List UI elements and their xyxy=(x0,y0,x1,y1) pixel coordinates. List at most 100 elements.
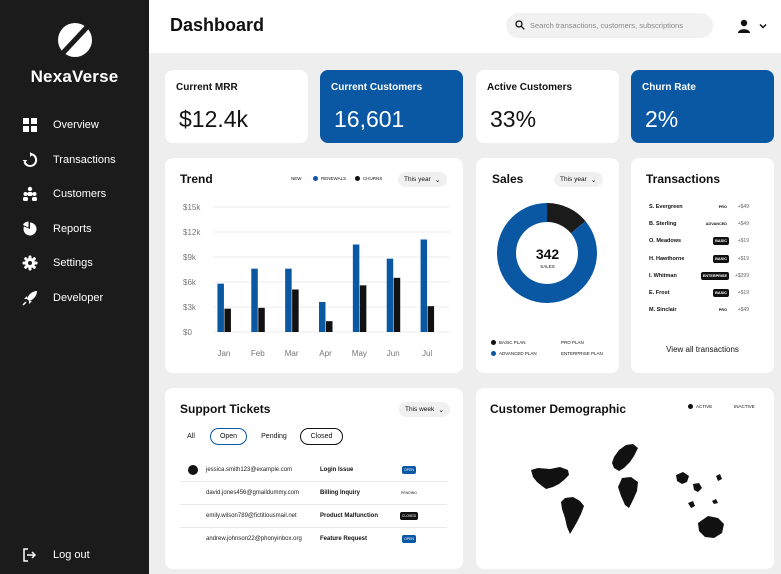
legend-pro: PRO PLAN xyxy=(561,340,584,345)
map-region-north-america xyxy=(531,467,569,489)
user-menu[interactable] xyxy=(737,16,777,36)
ticket-row[interactable]: andrew.johnson22@phonyinbox.org Feature R… xyxy=(206,535,416,543)
x-tick-label: Feb xyxy=(251,349,265,358)
x-tick-label: Jun xyxy=(387,349,400,358)
map-region-asia xyxy=(712,499,718,504)
transaction-row[interactable]: O. Meadows BASIC +$19 xyxy=(649,237,749,245)
tab-closed[interactable]: Closed xyxy=(300,428,343,445)
tab-pending[interactable]: Pending xyxy=(261,433,287,440)
bar-churns-jun xyxy=(393,277,401,332)
legend-dot xyxy=(491,351,496,356)
kpi-card-churn: Churn Rate 2% xyxy=(631,70,774,143)
support-period-select[interactable]: This week ⌄ xyxy=(399,402,451,417)
map-region-asia xyxy=(716,474,722,481)
demographic-title: Customer Demographic xyxy=(490,402,627,416)
sales-total: 342 xyxy=(535,246,560,262)
sidebar-item-customers[interactable]: Customers xyxy=(22,184,142,204)
kpi-value: 2% xyxy=(645,106,679,132)
bar-churns-mar xyxy=(292,289,299,332)
bar-renewals-feb xyxy=(251,268,258,332)
map-region-asia xyxy=(693,483,702,492)
bar-renewals-jul xyxy=(420,239,428,332)
sidebar-item-label: Customers xyxy=(53,188,107,200)
ticket-row[interactable]: jessica.smith123@example.com Login Issue O… xyxy=(206,466,416,474)
sales-period-select[interactable]: This year ⌄ xyxy=(554,172,603,187)
grid-icon xyxy=(23,118,37,132)
user-icon xyxy=(738,19,750,33)
chevron-down-icon xyxy=(759,23,767,29)
users-icon xyxy=(23,186,37,201)
sales-card: Sales This year ⌄ 342 SALES BASIC PLAN PR… xyxy=(476,158,619,373)
logout-button[interactable]: Log out xyxy=(22,545,142,565)
trend-chart: $15k $12k $9k $6k $3k $0 Jan Feb Mar Apr May Jun Jul xyxy=(183,203,450,358)
active-ticket-dot xyxy=(188,465,198,475)
support-tickets-card: Support Tickets This week ⌄ All Open Pend… xyxy=(165,388,463,569)
x-tick-label: Jul xyxy=(422,349,432,358)
legend-active: ACTIVE xyxy=(688,404,712,409)
map-region-south-america xyxy=(561,497,584,534)
chevron-down-icon: ⌄ xyxy=(438,406,445,414)
tab-all[interactable]: All xyxy=(187,433,195,440)
bar-churns-feb xyxy=(258,307,265,332)
sales-total-label: SALES xyxy=(540,264,555,269)
y-tick-label: $9k xyxy=(183,253,197,262)
sidebar-item-transactions[interactable]: Transactions xyxy=(22,150,142,170)
trend-title: Trend xyxy=(180,172,213,186)
sidebar-item-label: Settings xyxy=(53,257,93,269)
view-all-transactions-link[interactable]: View all transactions xyxy=(666,345,739,354)
x-tick-label: Mar xyxy=(285,349,299,358)
sidebar-item-developer[interactable]: Developer xyxy=(22,288,142,308)
pie-icon xyxy=(23,221,37,236)
transaction-row[interactable]: E. Frost BASIC +$19 xyxy=(649,289,749,297)
x-tick-label: Apr xyxy=(319,349,332,358)
page-title: Dashboard xyxy=(170,15,265,35)
gear-icon xyxy=(22,255,38,271)
kpi-title: Active Customers xyxy=(487,82,573,93)
brand-name: NexaVerse xyxy=(30,67,119,86)
rocket-icon xyxy=(22,291,37,306)
trend-card: Trend NEW RENEWALS CHURNS This year ⌄ $15… xyxy=(165,158,463,373)
bar-churns-jul xyxy=(427,306,435,332)
logout-icon xyxy=(23,548,37,562)
kpi-value: $12.4k xyxy=(179,106,249,132)
sidebar-item-overview[interactable]: Overview xyxy=(22,115,142,135)
transaction-row[interactable]: I. Whitman ENTERPRISE +$299 xyxy=(649,272,749,280)
sales-donut-chart xyxy=(497,203,597,303)
top-header: Dashboard xyxy=(149,0,781,53)
demographic-card: Customer Demographic ACTIVE INACTIVE xyxy=(476,388,774,569)
world-map xyxy=(531,444,724,538)
kpi-title: Churn Rate xyxy=(642,82,696,93)
sidebar-item-label: Overview xyxy=(53,119,99,131)
map-region-asia xyxy=(676,472,689,484)
bar-renewals-mar xyxy=(285,268,292,332)
trend-period-select[interactable]: This year ⌄ xyxy=(398,172,447,187)
tab-open[interactable]: Open xyxy=(210,428,247,445)
kpi-card-customers: Current Customers 16,601 xyxy=(320,70,463,143)
kpi-card-mrr: Current MRR $12.4k xyxy=(165,70,308,143)
kpi-value: 33% xyxy=(490,106,537,132)
ticket-row[interactable]: david.jones456@gmaildummy.com Billing Inq… xyxy=(206,490,417,496)
sidebar-item-label: Reports xyxy=(53,223,92,235)
search-bar[interactable] xyxy=(506,13,713,38)
transaction-row[interactable]: H. Hawthorne BASIC +$19 xyxy=(649,255,749,263)
x-tick-label: May xyxy=(352,349,367,358)
legend-dot xyxy=(688,404,693,409)
transactions-title: Transactions xyxy=(646,172,721,186)
sidebar-item-settings[interactable]: Settings xyxy=(22,253,142,273)
transaction-row[interactable]: B. Sterling ADVANCED +$49 xyxy=(649,221,749,227)
bar-churns-apr xyxy=(326,321,333,332)
bar-renewals-jun xyxy=(386,258,394,332)
y-tick-label: $12k xyxy=(183,228,201,237)
sidebar-item-reports[interactable]: Reports xyxy=(22,219,142,239)
sidebar: NexaVerse Overview Transactions Customer… xyxy=(0,0,149,574)
legend-dot xyxy=(313,176,318,181)
bar-churns-jan xyxy=(224,308,231,332)
transaction-row[interactable]: M. Sinclair PRO +$49 xyxy=(649,307,749,313)
sidebar-item-label: Developer xyxy=(53,292,104,304)
transaction-row[interactable]: S. Evergreen PRO +$49 xyxy=(649,204,749,210)
sales-title: Sales xyxy=(492,172,524,186)
bar-churns-may xyxy=(359,285,367,332)
ticket-row[interactable]: emily.wilson789@fictitiousmail.net Produc… xyxy=(206,512,419,520)
kpi-title: Current MRR xyxy=(176,82,238,93)
search-input[interactable] xyxy=(530,16,708,35)
